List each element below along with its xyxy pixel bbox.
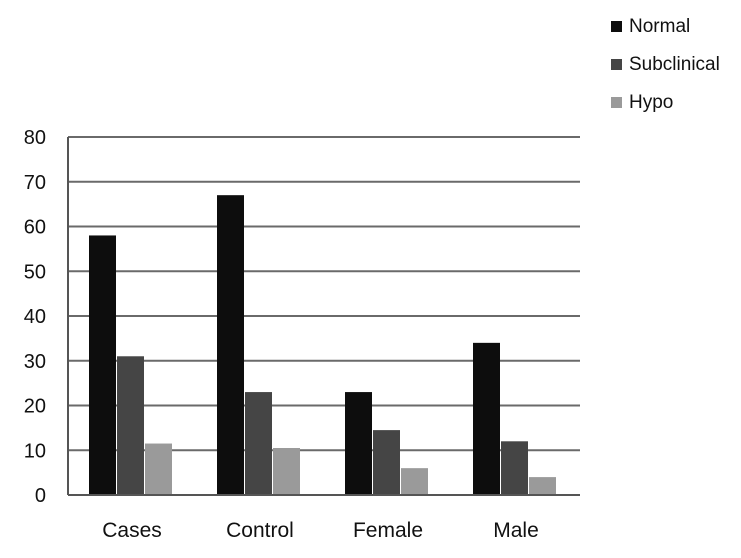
bar-normal-control <box>217 195 244 496</box>
y-tick-label: 30 <box>24 351 46 373</box>
legend-label-subclinical: Subclinical <box>629 54 720 75</box>
y-tick-label: 0 <box>35 485 46 507</box>
bar-hypo-control <box>273 448 300 495</box>
bar-hypo-male <box>529 477 556 495</box>
bar-subclinical-control <box>245 392 272 495</box>
y-tick-label: 40 <box>24 306 46 328</box>
bar-hypo-cases <box>145 443 172 495</box>
x-category-label: Control <box>226 519 294 542</box>
y-tick-label: 10 <box>24 440 46 462</box>
bar-hypo-female <box>401 468 428 495</box>
bars <box>89 195 556 496</box>
bar-subclinical-female <box>373 430 400 495</box>
x-axis-category-labels: Cases Control Female Male <box>102 519 539 542</box>
legend-swatch-hypo <box>611 97 622 108</box>
y-tick-label: 20 <box>24 396 46 418</box>
legend-swatch-subclinical <box>611 59 622 70</box>
axes <box>67 137 580 496</box>
y-tick-label: 50 <box>24 261 46 283</box>
bar-normal-cases <box>89 235 116 495</box>
legend-label-normal: Normal <box>629 16 690 37</box>
bar-subclinical-cases <box>117 356 144 495</box>
bar-subclinical-male <box>501 441 528 495</box>
x-category-label: Male <box>493 519 539 542</box>
y-tick-label: 80 <box>24 127 46 149</box>
gridlines <box>68 136 580 452</box>
bar-normal-female <box>345 392 372 495</box>
legend-label-hypo: Hypo <box>629 92 673 113</box>
y-axis-tick-labels: 0 10 20 30 40 50 60 70 80 <box>24 127 46 507</box>
x-category-label: Female <box>353 519 423 542</box>
bar-normal-male <box>473 342 500 495</box>
y-tick-label: 60 <box>24 217 46 239</box>
x-category-label: Cases <box>102 519 162 542</box>
y-tick-label: 70 <box>24 172 46 194</box>
legend-swatch-normal <box>611 21 622 32</box>
legend: Normal Subclinical Hypo <box>611 16 720 113</box>
